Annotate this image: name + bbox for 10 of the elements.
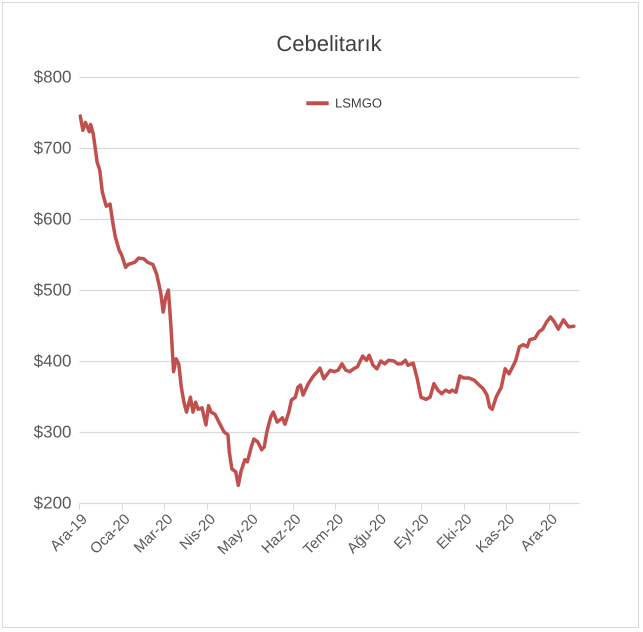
y-tick-label: $300 — [34, 422, 72, 442]
y-tick-label: $700 — [34, 138, 72, 158]
y-tick-label: $200 — [34, 494, 72, 512]
chart-title: Cebelitarık — [276, 31, 383, 56]
y-tick-label: $500 — [34, 280, 72, 300]
y-tick-label: $400 — [34, 352, 72, 370]
legend-label: LSMGO — [335, 95, 382, 110]
y-tick-label: $800 — [34, 68, 72, 86]
y-tick-label: $600 — [34, 210, 72, 228]
line-series — [78, 114, 576, 487]
